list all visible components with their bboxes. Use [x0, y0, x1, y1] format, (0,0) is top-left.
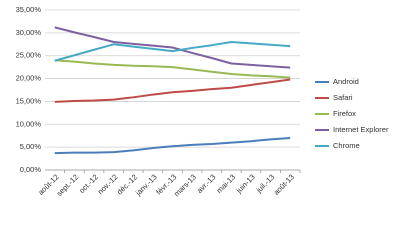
x-tick-label: mai-13: [215, 172, 238, 195]
legend-label: Safari: [333, 93, 353, 102]
series-line: [54, 59, 291, 79]
y-tick-label: 10,00%: [16, 119, 42, 128]
y-tick-label: 0,00%: [20, 165, 42, 174]
page: {"chart_data": {"type": "line", "categor…: [15, 4, 389, 199]
x-tick-label: mars-13: [172, 172, 198, 198]
y-tick-label: 30,00%: [16, 28, 42, 37]
legend-label: Firefox: [333, 109, 356, 118]
legend-label: Android: [333, 77, 359, 86]
y-tick-label: 25,00%: [16, 51, 42, 60]
series-line: [54, 41, 291, 62]
series-line: [54, 26, 291, 69]
y-tick-label: 5,00%: [20, 142, 42, 151]
legend-label: Chrome: [333, 141, 360, 150]
y-tick-label: 15,00%: [16, 96, 42, 105]
chart: 0,00% 5,00% 10,00% 15,00% 20,00% 25,00% 30,00%…: [16, 5, 389, 198]
legend-label: Internet Explorer: [333, 125, 389, 134]
x-tick-label: août-13: [272, 172, 296, 196]
x-tick-label: avr.-13: [195, 172, 218, 195]
x-tick-label: janv.-13: [133, 172, 159, 198]
x-tick-label: sept.-12: [55, 172, 81, 198]
y-tick-label: 20,00%: [16, 74, 42, 83]
x-tick-label: juin-13: [234, 172, 257, 195]
series-line: [54, 137, 291, 155]
x-tick-label: nov.-12: [96, 172, 120, 196]
y-tick-label: 35,00%: [16, 5, 42, 14]
series-line: [54, 78, 291, 103]
